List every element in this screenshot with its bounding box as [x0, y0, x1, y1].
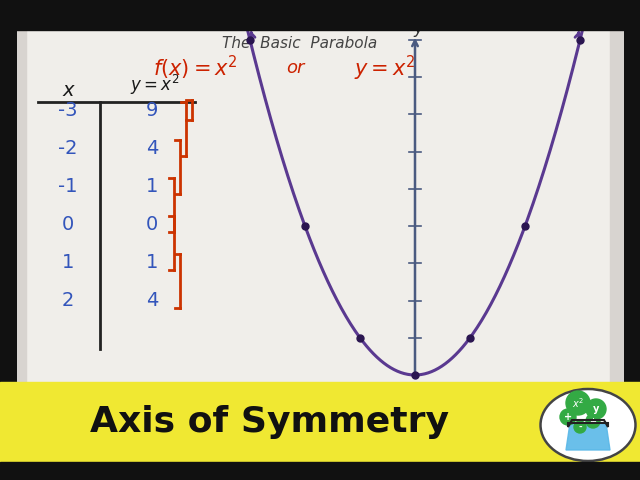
Text: y: y — [413, 19, 423, 37]
Text: x: x — [62, 81, 74, 99]
Text: 1: 1 — [146, 252, 158, 272]
Text: y: y — [593, 404, 599, 414]
Text: 2: 2 — [62, 290, 74, 310]
Circle shape — [566, 391, 590, 415]
Text: $y= x^2$: $y= x^2$ — [354, 53, 416, 83]
Bar — [0, 382, 640, 462]
Bar — [610, 30, 622, 382]
Text: 9: 9 — [146, 100, 158, 120]
Text: -: - — [578, 422, 582, 432]
Circle shape — [586, 399, 606, 419]
Text: 4: 4 — [146, 139, 158, 157]
Text: -3: -3 — [58, 100, 77, 120]
Text: The  Basic  Parabola: The Basic Parabola — [222, 36, 378, 51]
Text: 1: 1 — [146, 177, 158, 195]
Text: or: or — [286, 59, 304, 77]
Text: $x^2$: $x^2$ — [572, 396, 584, 410]
Polygon shape — [566, 423, 610, 450]
Text: -2: -2 — [58, 139, 77, 157]
Text: $f(x)= x^2$: $f(x)= x^2$ — [152, 54, 237, 82]
Text: -1: -1 — [58, 177, 77, 195]
Text: 0: 0 — [62, 215, 74, 233]
Text: +: + — [564, 412, 572, 422]
Text: Axis of Symmetry: Axis of Symmetry — [90, 405, 449, 439]
Text: 1: 1 — [62, 252, 74, 272]
Bar — [18, 30, 26, 382]
Text: $y = x^2$: $y = x^2$ — [130, 73, 180, 97]
Circle shape — [586, 414, 600, 428]
Text: 0: 0 — [146, 215, 158, 233]
Text: 4: 4 — [146, 290, 158, 310]
Bar — [0, 0, 640, 30]
Text: +: + — [589, 417, 596, 425]
Circle shape — [574, 421, 586, 433]
Ellipse shape — [541, 389, 636, 461]
Bar — [0, 462, 640, 480]
Circle shape — [560, 409, 576, 425]
Bar — [18, 30, 622, 382]
